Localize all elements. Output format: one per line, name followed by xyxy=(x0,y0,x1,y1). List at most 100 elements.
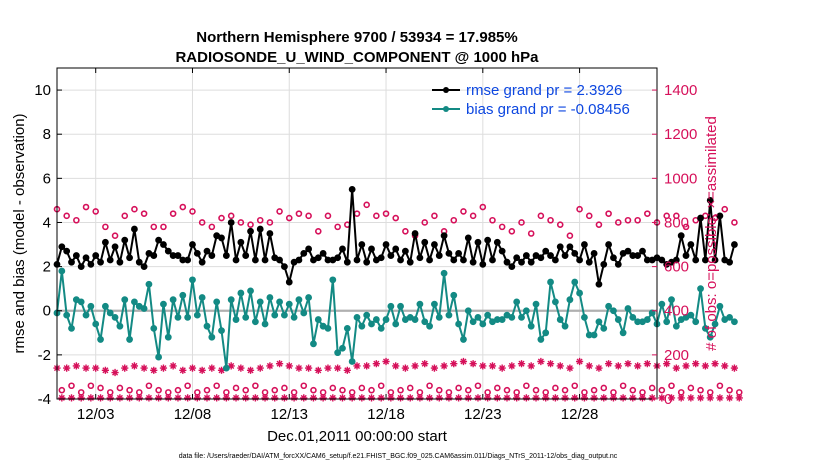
bias-series-point-60 xyxy=(343,324,351,332)
obs-assimilated-point-b-11 xyxy=(164,394,172,402)
bias-series-point-100 xyxy=(537,336,545,343)
bias-series-point-92 xyxy=(498,316,506,323)
bias-series-point-133 xyxy=(697,285,704,293)
rmse-series-point-135 xyxy=(706,197,714,204)
obs-possible-point-a-23 xyxy=(276,208,283,215)
obs-assimilated-point-b-63 xyxy=(667,394,676,402)
bias-series-point-31 xyxy=(203,322,211,330)
obs-assimilated-point-a-42 xyxy=(459,357,468,366)
bias-series-point-63 xyxy=(358,322,366,330)
obs-possible-point-b-48 xyxy=(523,382,530,390)
rmse-series-point-34 xyxy=(218,234,225,242)
chart-title-line2: RADIOSONDE_U_WIND_COMPONENT @ 1000 hPa xyxy=(175,49,539,66)
right-tick-label-2: 400 xyxy=(664,303,689,320)
obs-assimilated-point-a-51 xyxy=(546,360,555,368)
x-tick-label-3: 12/18 xyxy=(367,406,405,423)
bias-series-point-19 xyxy=(145,280,153,288)
rmse-series-point-37 xyxy=(232,256,240,264)
obs-assimilated-point-a-59 xyxy=(624,360,632,368)
obs-possible-point-b-68 xyxy=(716,382,724,390)
obs-possible-point-b-13 xyxy=(184,382,191,390)
bias-series-point-85 xyxy=(464,307,472,315)
obs-possible-point-a-60 xyxy=(634,216,641,224)
obs-possible-point-a-48 xyxy=(518,219,525,226)
obs-assimilated-point-b-34 xyxy=(387,394,395,402)
rmse-series-point-74 xyxy=(411,230,419,237)
rmse-series-point-59 xyxy=(339,245,346,253)
bias-series-point-105 xyxy=(561,322,569,330)
bias-series-point-128 xyxy=(672,322,680,330)
bias-series-point-56 xyxy=(324,324,332,332)
rmse-series-point-78 xyxy=(431,241,438,248)
rmse-series-point-106 xyxy=(566,243,574,251)
rmse-series-point-48 xyxy=(285,278,293,286)
bias-series-point-58 xyxy=(334,349,342,357)
x-tick-label-1: 12/08 xyxy=(174,406,212,423)
obs-possible-point-a-56 xyxy=(595,221,603,228)
obs-possible-point-b-19 xyxy=(242,386,250,394)
bias-series-point-57 xyxy=(329,276,337,284)
obs-assimilated-point-b-64 xyxy=(677,394,685,402)
bias-series-point-131 xyxy=(687,311,695,319)
bias-series-point-9 xyxy=(97,336,104,343)
obs-assimilated-point-b-27 xyxy=(319,394,327,402)
obs-assimilated-point-a-21 xyxy=(256,364,264,372)
rmse-series-point-65 xyxy=(368,245,375,253)
rmse-series-point-118 xyxy=(624,247,632,255)
x-tick-label-2: 12/13 xyxy=(270,406,308,423)
obs-possible-point-b-62 xyxy=(658,386,666,394)
obs-assimilated-point-a-58 xyxy=(614,362,622,370)
obs-assimilated-point-b-56 xyxy=(600,394,608,402)
obs-assimilated-point-b-12 xyxy=(174,394,182,402)
obs-assimilated-point-a-7 xyxy=(121,364,129,372)
rmse-series-point-12 xyxy=(111,243,119,251)
chart-title-line1: Northern Hemisphere 9700 / 53934 = 17.98… xyxy=(196,29,517,46)
obs-assimilated-point-b-10 xyxy=(155,394,163,402)
obs-assimilated-point-a-43 xyxy=(469,360,477,368)
obs-possible-point-a-16 xyxy=(208,223,216,231)
obs-assimilated-point-a-67 xyxy=(701,362,709,370)
obs-assimilated-point-b-22 xyxy=(271,394,279,402)
legend-marker-rmse xyxy=(443,87,449,93)
rmse-series-point-79 xyxy=(435,252,443,259)
rmse-series-point-58 xyxy=(334,254,342,262)
obs-assimilated-point-a-18 xyxy=(227,362,235,370)
obs-assimilated-point-b-25 xyxy=(300,394,308,402)
bias-series-point-6 xyxy=(82,311,90,319)
rmse-series-point-51 xyxy=(300,249,308,257)
obs-assimilated-point-b-1 xyxy=(67,394,76,402)
rmse-series-point-25 xyxy=(174,252,182,259)
bias-series-point-41 xyxy=(251,318,259,326)
bias-series-point-34 xyxy=(218,327,225,334)
bias-series-point-44 xyxy=(266,294,274,301)
obs-assimilated-point-a-69 xyxy=(721,362,729,370)
rmse-series-point-88 xyxy=(479,260,487,268)
obs-possible-point-a-52 xyxy=(556,221,564,228)
obs-assimilated-point-b-37 xyxy=(416,394,424,402)
obs-possible-point-b-16 xyxy=(213,382,220,390)
rmse-series-point-139 xyxy=(726,258,733,266)
bias-series-point-119 xyxy=(629,313,637,321)
obs-assimilated-point-a-26 xyxy=(305,364,313,372)
obs-assimilated-point-b-35 xyxy=(396,394,405,402)
obs-possible-point-a-26 xyxy=(305,212,312,220)
obs-possible-point-a-28 xyxy=(324,212,332,220)
obs-possible-point-b-49 xyxy=(532,386,540,394)
obs-possible-point-a-34 xyxy=(382,210,390,217)
rmse-series-point-2 xyxy=(63,247,71,255)
obs-possible-point-a-50 xyxy=(537,212,545,220)
obs-assimilated-point-a-64 xyxy=(672,364,680,372)
rmse-series-point-72 xyxy=(401,247,409,255)
bias-series-point-25 xyxy=(174,313,182,321)
right-axis-ticks: 0 200 400 600 800 1000 1200 1400 xyxy=(652,82,697,408)
obs-possible-point-a-36 xyxy=(402,227,409,235)
obs-possible-point-a-58 xyxy=(614,219,622,226)
obs-assimilated-point-a-35 xyxy=(392,362,400,370)
bias-series-point-106 xyxy=(566,296,574,304)
rmse-series-point-82 xyxy=(450,256,458,264)
obs-assimilated-point-a-13 xyxy=(179,366,187,374)
rmse-series-point-18 xyxy=(140,263,148,271)
obs-assimilated-point-a-36 xyxy=(401,364,409,372)
obs-assimilated-point-a-30 xyxy=(343,366,351,374)
left-tick-label-0: -4 xyxy=(38,391,51,408)
